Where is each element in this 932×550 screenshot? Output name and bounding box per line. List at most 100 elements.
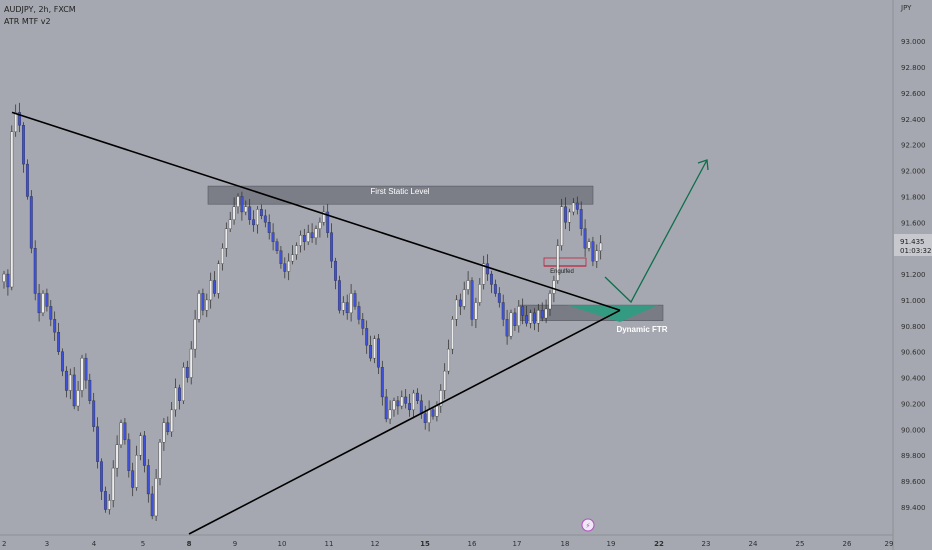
- candle-body: [575, 202, 579, 210]
- candle: [240, 191, 244, 221]
- candle: [115, 435, 119, 477]
- time-tick-label: 18: [561, 540, 570, 548]
- price-tick-label: 89.600: [901, 478, 926, 486]
- candle-body: [451, 319, 454, 350]
- candle-body: [220, 248, 224, 264]
- candle-body: [178, 387, 181, 401]
- candle-body: [501, 302, 505, 320]
- candle-body: [240, 196, 244, 213]
- candle: [185, 360, 189, 383]
- event-marker[interactable]: ⚡: [581, 518, 595, 532]
- candle-body: [295, 245, 298, 255]
- candle: [96, 417, 100, 469]
- candle: [119, 419, 123, 449]
- candle-body: [337, 280, 341, 311]
- time-tick-label: 29: [885, 540, 894, 548]
- time-tick-label: 23: [702, 540, 711, 548]
- candle-body: [408, 403, 412, 411]
- candle-body: [571, 202, 575, 213]
- candle-body: [267, 222, 271, 233]
- candle-body: [22, 125, 25, 165]
- candle-body: [185, 367, 189, 378]
- candle-body: [513, 312, 517, 326]
- candle-body: [158, 442, 162, 479]
- candle: [103, 486, 107, 513]
- candle-body: [154, 478, 158, 517]
- candle-body: [447, 348, 451, 372]
- price-axis[interactable]: JPY 93.000 92.800 92.600 92.400 92.200 92.000…: [892, 0, 926, 550]
- candle-body: [33, 248, 37, 294]
- candle-body: [107, 500, 111, 510]
- candle-body: [201, 293, 205, 311]
- candle: [88, 373, 92, 405]
- candle-body: [150, 493, 154, 517]
- candle-body: [205, 299, 209, 311]
- candle-body: [111, 467, 115, 501]
- candle-body: [314, 228, 318, 239]
- candle: [53, 311, 57, 341]
- time-tick-label: 15: [420, 540, 430, 548]
- candle: [478, 278, 482, 306]
- candle: [451, 316, 454, 355]
- candle-body: [217, 263, 220, 294]
- candle-body: [139, 435, 142, 456]
- candle: [166, 416, 170, 436]
- price-tick-label: 89.800: [901, 452, 926, 460]
- ascending-trendline[interactable]: [188, 309, 621, 535]
- candle-body: [599, 242, 603, 251]
- candle: [189, 341, 193, 385]
- time-tick-label: 26: [843, 540, 852, 548]
- candle-body: [123, 422, 127, 440]
- candle-body: [57, 332, 61, 352]
- candle: [10, 125, 14, 291]
- candle: [564, 197, 568, 230]
- price-tick-label: 91.000: [901, 297, 926, 305]
- price-tick-label: 92.200: [901, 142, 926, 150]
- candle: [61, 348, 64, 377]
- price-tick-label: 92.600: [901, 90, 926, 98]
- engulfed-label: Engulfed: [550, 269, 574, 275]
- candle-body: [334, 260, 337, 281]
- candle-body: [61, 351, 64, 372]
- time-tick-label: 4: [92, 540, 97, 548]
- candle: [92, 392, 96, 432]
- candle-body: [396, 400, 400, 407]
- time-axis[interactable]: 2 3 4 5 8 9 10 11 12 15 16 17 18 19 22 23 24 25 26 29: [0, 534, 894, 548]
- candle-body: [568, 211, 571, 223]
- price-tick-label: 91.200: [901, 271, 926, 279]
- candle-body: [92, 400, 96, 427]
- candle-body: [244, 206, 248, 213]
- symbol-title[interactable]: AUDJPY, 2h, FXCM: [4, 5, 76, 14]
- candle-body: [271, 232, 275, 242]
- candle-body: [259, 209, 263, 217]
- candle-body: [127, 439, 131, 471]
- last-price-value: 91.435: [900, 238, 925, 246]
- indicator-name[interactable]: ATR MTF v2: [4, 17, 51, 26]
- candle: [525, 306, 529, 327]
- price-tick-label: 92.800: [901, 64, 926, 72]
- candle: [271, 223, 275, 251]
- candle-body: [564, 206, 568, 223]
- candle: [458, 293, 462, 316]
- candle-body: [443, 370, 447, 391]
- static-level-text: First Static Level: [370, 187, 429, 196]
- candle-body: [189, 348, 193, 378]
- candle: [252, 210, 256, 232]
- projection-arrow[interactable]: [604, 159, 708, 304]
- candles: [2, 102, 603, 521]
- first-static-level-zone[interactable]: [207, 185, 594, 205]
- candle: [345, 294, 349, 320]
- candle-body: [532, 312, 536, 324]
- last-price-tag: 91.435 01:03:32: [894, 234, 932, 256]
- candle: [57, 322, 61, 355]
- candle: [224, 222, 228, 257]
- descending-trendline[interactable]: [11, 111, 621, 312]
- candle-body: [115, 444, 119, 469]
- time-tick-label: 22: [654, 540, 664, 548]
- candle: [419, 394, 423, 419]
- time-tick-label: 2: [2, 540, 6, 548]
- candle-body: [166, 422, 170, 433]
- candle-body: [439, 390, 443, 407]
- candle-body: [427, 409, 431, 423]
